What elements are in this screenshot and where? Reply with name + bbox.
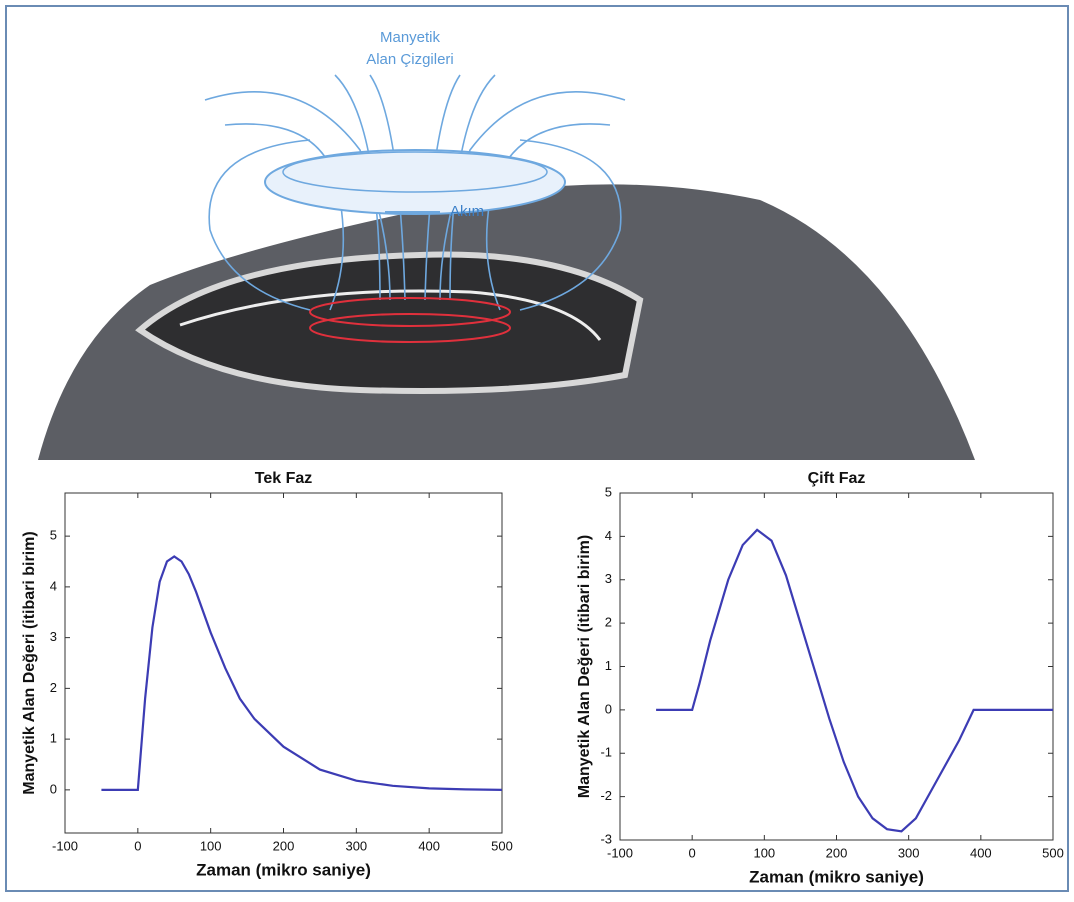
x-tick-label: 200: [826, 845, 848, 860]
x-tick-label: 0: [134, 838, 141, 853]
chart-title: Çift Faz: [808, 470, 866, 487]
x-tick-label: -100: [607, 845, 633, 860]
plot-area: [619, 492, 1054, 841]
current-label: Akım: [450, 203, 484, 220]
y-tick-label: -1: [600, 745, 612, 760]
chart: Tek Faz Zaman (mikro saniye) Manyetik Alan…: [21, 470, 513, 879]
y-tick-label: 4: [50, 578, 57, 593]
y-tick-label: 0: [50, 781, 57, 796]
y-tick-label: 5: [605, 484, 612, 499]
y-axis-label: Manyetik Alan Değeri (itibari birim): [576, 535, 593, 798]
y-axis-label: Manyetik Alan Değeri (itibari birim): [21, 531, 38, 794]
x-tick-label: 400: [418, 838, 440, 853]
coil: [264, 149, 566, 215]
x-tick-label: 100: [753, 845, 775, 860]
coil-shadow: [135, 251, 644, 394]
illustration: Manyetik Alan Çizgileri Akım: [38, 29, 975, 460]
chart-title: Tek Faz: [255, 470, 313, 487]
ridge: [179, 289, 602, 341]
y-tick-label: -3: [600, 831, 612, 846]
field-label: Alan Çizgileri: [366, 51, 454, 68]
y-tick-label: 1: [50, 731, 57, 746]
plot-area: [64, 492, 503, 834]
x-tick-label: -100: [52, 838, 78, 853]
chart: Çift Faz Zaman (mikro saniye) Manyetik Ala…: [576, 470, 1064, 886]
induced-current: [309, 313, 511, 343]
y-tick-label: 1: [605, 658, 612, 673]
y-tick-label: 3: [50, 629, 57, 644]
y-tick-label: -2: [600, 788, 612, 803]
y-tick-label: 4: [605, 528, 612, 543]
y-tick-label: 3: [605, 571, 612, 586]
x-tick-label: 0: [689, 845, 696, 860]
x-tick-label: 500: [1042, 845, 1064, 860]
x-tick-label: 300: [345, 838, 367, 853]
x-tick-label: 300: [898, 845, 920, 860]
data-line: [101, 555, 503, 791]
y-tick-label: 2: [605, 615, 612, 630]
x-tick-label: 100: [200, 838, 222, 853]
y-tick-label: 2: [50, 680, 57, 695]
y-tick-label: 5: [50, 528, 57, 543]
x-tick-label: 400: [970, 845, 992, 860]
coil-inner: [282, 151, 548, 193]
x-tick-label: 200: [273, 838, 295, 853]
x-tick-label: 500: [491, 838, 513, 853]
x-axis-label: Zaman (mikro saniye): [749, 867, 924, 886]
data-line: [656, 528, 1053, 833]
y-tick-label: 0: [605, 701, 612, 716]
field-label: Manyetik: [380, 29, 441, 46]
field-lines: [204, 74, 626, 311]
induced-current: [309, 297, 511, 327]
x-axis-label: Zaman (mikro saniye): [196, 860, 371, 879]
